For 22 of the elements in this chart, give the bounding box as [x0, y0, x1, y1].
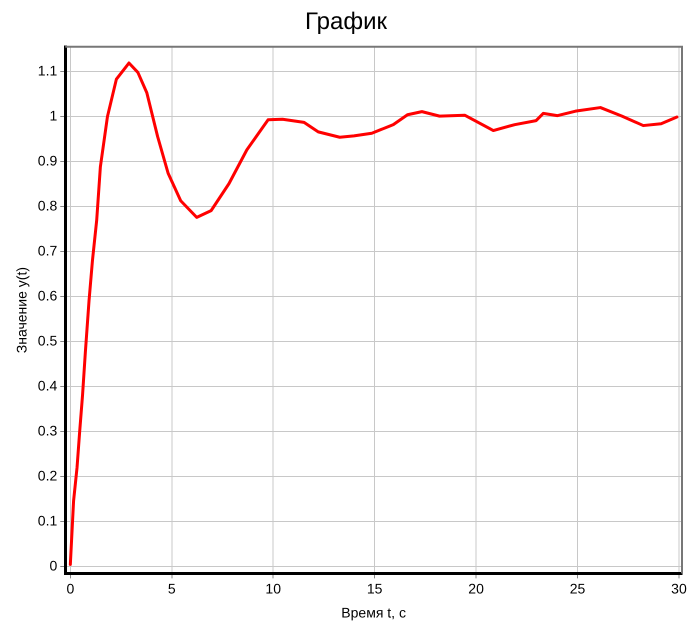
y-tick-label: 0.5: [38, 332, 58, 348]
y-tick-label: 1.1: [38, 62, 58, 78]
y-tick-label: 0.9: [38, 152, 58, 168]
x-tick-label: 10: [265, 580, 282, 597]
chart-title: График: [305, 8, 388, 36]
y-tick-label: 0.7: [38, 242, 58, 258]
x-tick-label: 30: [671, 580, 687, 597]
y-tick-label: 1: [49, 107, 58, 124]
y-tick-label: 0.8: [38, 197, 58, 214]
x-tick-label: 15: [366, 580, 383, 597]
y-tick-label: 0.2: [38, 467, 58, 484]
x-tick-label: 0: [66, 580, 74, 597]
y-tick-label: 0.6: [38, 287, 58, 304]
y-axis-title: Значение y(t): [13, 267, 30, 354]
y-tick-label: 0.1: [38, 512, 58, 528]
x-tick-label: 5: [168, 580, 176, 597]
y-tick-label: 0.4: [38, 377, 58, 394]
x-tick-label: 25: [570, 580, 586, 597]
y-tick-label: 0.3: [38, 422, 58, 438]
x-tick-label: 20: [468, 580, 484, 597]
y-tick-label: 0: [49, 558, 58, 574]
x-axis-title: Время t, с: [341, 604, 406, 620]
